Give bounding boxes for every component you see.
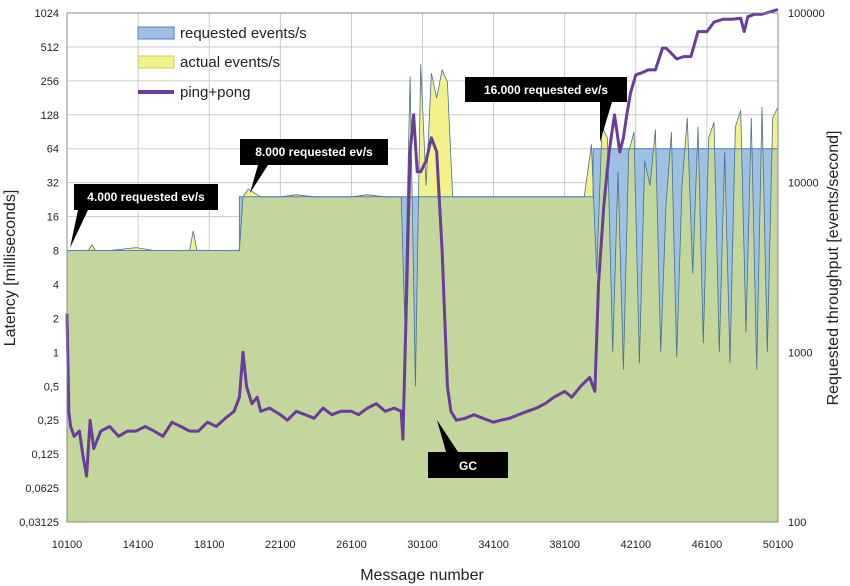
y-left-tick-label: 64 [47, 144, 59, 156]
callout-4000-box [70, 184, 218, 248]
callout-gc-label: GC [459, 459, 477, 473]
x-tick-label: 50100 [763, 539, 794, 551]
callout-4000-label: 4.000 requested ev/s [87, 190, 205, 204]
x-tick-label: 46100 [692, 539, 723, 551]
y-left-tick-label: 0,0625 [25, 483, 59, 495]
callout-16000: 16.000 requested ev/s [465, 77, 627, 142]
y-right-axis-title: Requested throughput [events/second] [825, 131, 842, 406]
y-left-tick-label: 0,125 [31, 449, 59, 461]
y-right-tick-labels: 100000 10000 1000 100 [788, 8, 825, 529]
y-left-tick-label: 2 [53, 313, 59, 325]
x-tick-label: 38100 [549, 539, 580, 551]
callout-8000: 8.000 requested ev/s [240, 139, 388, 193]
x-tick-label: 42100 [621, 539, 652, 551]
series-requested-edge [67, 148, 778, 251]
legend-label-actual: actual events/s [180, 54, 280, 71]
legend-swatch-requested [137, 26, 175, 40]
x-tick-label: 34100 [478, 539, 509, 551]
y-left-tick-label: 8 [53, 246, 59, 258]
y-left-tick-label: 32 [47, 178, 59, 190]
y-left-tick-label: 128 [41, 110, 59, 122]
x-axis-title: Message number [360, 567, 484, 584]
y-right-tick-label: 10000 [788, 178, 819, 190]
y-left-tick-label: 0,25 [38, 415, 59, 427]
callout-8000-label: 8.000 requested ev/s [255, 145, 373, 159]
x-tick-labels: 10100 14100 18100 22100 26100 30100 34100 38100… [52, 539, 794, 551]
y-left-tick-label: 512 [41, 42, 59, 54]
callout-16000-label: 16.000 requested ev/s [484, 83, 608, 97]
x-tick-label: 30100 [407, 539, 438, 551]
y-left-tick-label: 16 [47, 212, 59, 224]
series-ping-pong-line [65, 8, 779, 478]
callout-gc-box [428, 420, 508, 478]
legend-label-ping-pong: ping+pong [180, 84, 251, 101]
y-right-tick-label: 100 [788, 517, 806, 529]
legend: requested events/s actual events/s ping+… [137, 25, 307, 101]
callout-8000-box [240, 139, 388, 193]
x-tick-label: 26100 [336, 539, 367, 551]
x-tick-label: 14100 [123, 539, 154, 551]
y-left-tick-label: 0,03125 [19, 517, 59, 529]
y-right-tick-label: 100000 [788, 8, 825, 20]
y-left-tick-label: 1024 [35, 8, 59, 20]
x-tick-label: 10100 [52, 539, 83, 551]
legend-label-requested: requested events/s [180, 25, 307, 42]
legend-swatch-actual [137, 55, 175, 69]
y-left-tick-label: 0,5 [44, 381, 59, 393]
y-left-tick-label: 1 [53, 347, 59, 359]
y-left-tick-labels: 1024 512 256 128 64 32 16 8 4 2 1 0,5 0,25 0,125 0,062… [19, 8, 59, 529]
x-tick-label: 18100 [194, 539, 225, 551]
y-left-axis-title: Latency [milliseconds] [2, 190, 19, 347]
plot-frame [66, 12, 779, 523]
x-tick-label: 22100 [265, 539, 296, 551]
y-right-tick-label: 1000 [788, 347, 812, 359]
line-series [65, 8, 779, 478]
callout-gc: GC [428, 420, 508, 478]
y-left-tick-label: 4 [53, 279, 59, 291]
y-left-tick-label: 256 [41, 76, 59, 88]
callout-4000: 4.000 requested ev/s [70, 184, 218, 248]
callout-16000-box [465, 77, 627, 142]
